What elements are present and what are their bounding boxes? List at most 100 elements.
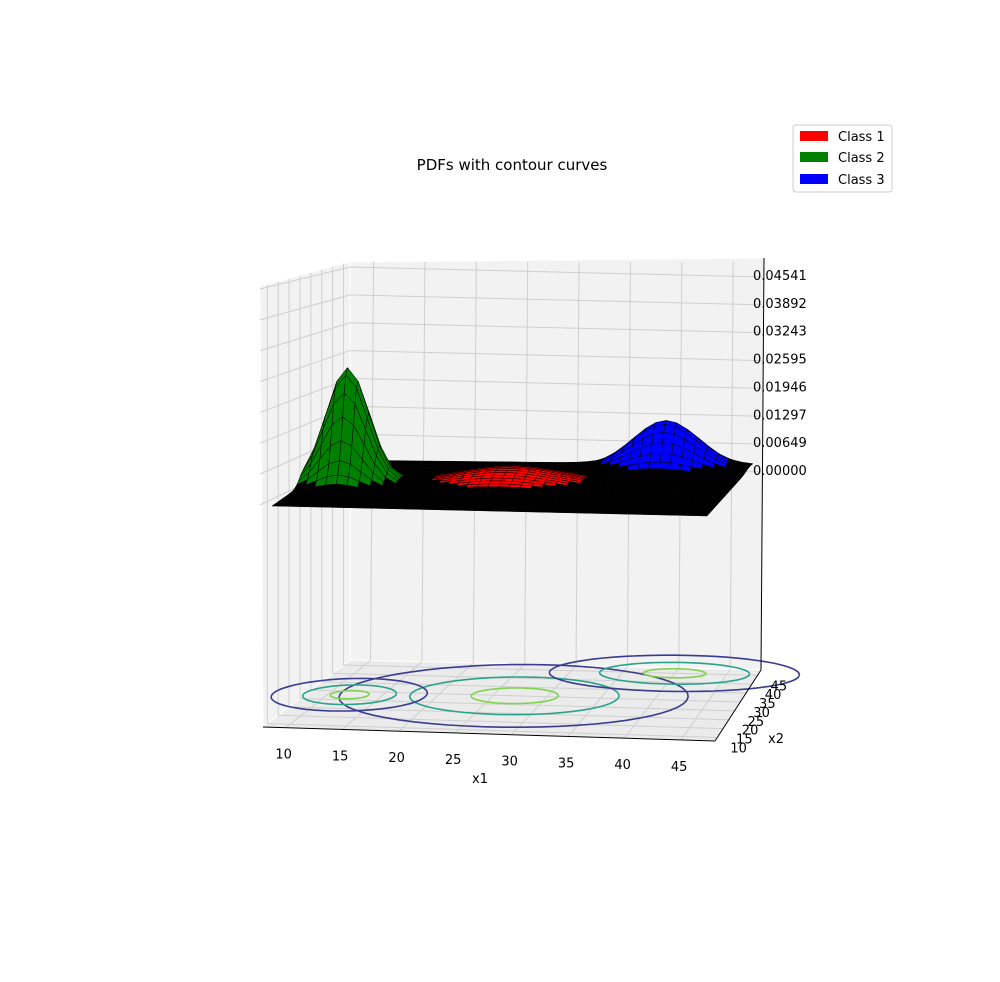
x-tick-label: 20 xyxy=(388,751,405,766)
legend-swatch-class-1 xyxy=(800,131,828,141)
surface-patch xyxy=(641,512,655,515)
surface-patch xyxy=(661,442,674,455)
legend-label-class-2: Class 2 xyxy=(838,151,885,166)
surface-patch xyxy=(303,505,318,508)
surface-patch xyxy=(460,493,474,497)
grid-line-x-45 xyxy=(680,668,731,741)
surface-patch xyxy=(649,452,662,463)
x-tick-label: 45 xyxy=(671,760,688,775)
surface-patch xyxy=(358,506,373,509)
surface-patch xyxy=(650,442,663,455)
surface-patch xyxy=(293,505,307,507)
surface-patch xyxy=(625,468,639,474)
surface-patch xyxy=(461,491,475,495)
surface-patch xyxy=(321,489,336,494)
grid-line-side-z-6 xyxy=(259,294,351,321)
x-tick-labels: 10 15 20 25 30 35 40 45 xyxy=(275,748,687,775)
grid-line-z-6 xyxy=(349,294,763,306)
grid-line-z-5 xyxy=(349,322,763,334)
x-tick-label: 40 xyxy=(614,758,631,773)
legend-swatch-class-2 xyxy=(800,152,828,162)
grid-line-x-40 xyxy=(624,667,680,739)
surface-patch xyxy=(619,512,633,515)
z-tick-label: 0.00000 xyxy=(753,464,807,479)
surface-patch xyxy=(445,508,459,511)
grid-line-side-z-7 xyxy=(259,266,351,290)
surface-patch xyxy=(636,468,649,474)
y-tick-label: 10 xyxy=(730,741,747,756)
contour-class-3-level-2 xyxy=(598,661,751,686)
grid-line-y-20 xyxy=(289,706,729,721)
grid-line-z-7 xyxy=(349,266,763,278)
contour-class-2-level-2 xyxy=(301,684,398,706)
surface-patch xyxy=(532,510,546,513)
x-tick-label: 30 xyxy=(501,755,518,770)
surface-patch xyxy=(332,489,346,494)
surface-patch xyxy=(662,432,675,445)
legend-label-class-1: Class 1 xyxy=(838,130,885,145)
x-tick-label: 15 xyxy=(332,749,349,764)
x-tick-label: 25 xyxy=(445,753,462,768)
surface-patch xyxy=(369,506,383,509)
grid-line-x-10 xyxy=(285,660,371,729)
grid-line-z-4 xyxy=(349,350,763,362)
y-tick-label: 15 xyxy=(736,733,753,748)
surface-patch xyxy=(485,486,499,490)
x-tick-label: 10 xyxy=(275,748,292,763)
contour-class-2-level-3 xyxy=(329,689,370,700)
surface-patch xyxy=(412,507,427,510)
surface-patch xyxy=(543,510,557,513)
surface-patch xyxy=(684,513,698,516)
grid-line-x-25 xyxy=(454,663,526,734)
surface-patch xyxy=(456,508,470,511)
surface-patch xyxy=(646,468,660,474)
surface-patch xyxy=(695,514,709,517)
surface-patch xyxy=(476,483,490,488)
surface-patch xyxy=(490,477,503,482)
contour-curves xyxy=(270,654,801,729)
contour-class-3-level-1 xyxy=(548,654,801,693)
surface-patch xyxy=(462,489,477,493)
surface-patch xyxy=(659,452,672,464)
surface-patch xyxy=(325,505,340,508)
z-tick-labels: 0.00000 0.00649 0.01297 0.01946 0.02595 0.032… xyxy=(753,269,807,479)
grid-line-y-10 xyxy=(267,723,718,738)
grid-line-y-15 xyxy=(278,714,724,730)
surface-patch xyxy=(436,495,451,499)
y-tick-label: 30 xyxy=(753,706,770,721)
surface-patch xyxy=(311,489,325,494)
surface-patch xyxy=(615,469,628,474)
surface-patch xyxy=(487,483,501,488)
surface-patch xyxy=(657,468,670,474)
surface-patch xyxy=(323,483,337,491)
surface-patch xyxy=(575,511,590,514)
z-tick-label: 0.01297 xyxy=(753,408,807,423)
surface-patch xyxy=(282,504,297,507)
surface-patch xyxy=(477,509,492,512)
surface-patch xyxy=(499,509,514,512)
surface-patch xyxy=(447,495,462,499)
surface-patch xyxy=(473,489,487,493)
y-tick-label: 45 xyxy=(771,679,788,694)
surface-patch xyxy=(510,509,525,512)
surface-patch xyxy=(390,507,405,510)
surface-patch xyxy=(449,493,463,497)
y-axis-line xyxy=(714,669,762,742)
surface-patch xyxy=(597,512,612,514)
surface-patch xyxy=(334,483,348,491)
surface-patch xyxy=(336,474,349,486)
surface-patch xyxy=(380,507,394,509)
grid-line-x-20 xyxy=(398,662,474,732)
legend: Class 1 Class 2 Class 3 xyxy=(792,124,893,193)
surface-patch xyxy=(423,508,438,510)
y-tick-label: 35 xyxy=(759,697,776,712)
surface-patch xyxy=(488,480,502,485)
grid-line-y-30 xyxy=(310,689,741,703)
axis-lines xyxy=(262,257,765,742)
surface-patch xyxy=(658,461,671,470)
grid-line-side-z-4 xyxy=(259,350,351,383)
surface-patch xyxy=(608,512,622,515)
surface-patch xyxy=(637,462,650,470)
